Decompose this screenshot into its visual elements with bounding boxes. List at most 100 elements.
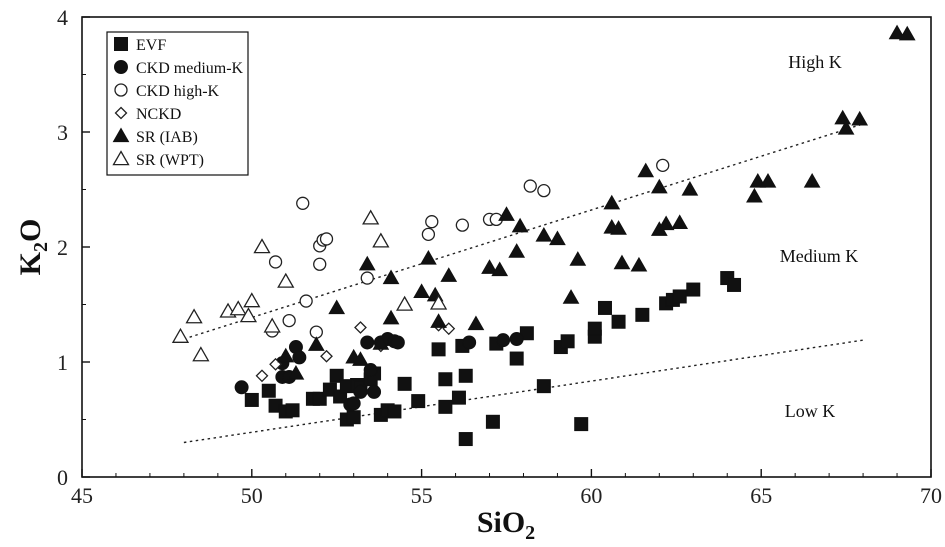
point-ckd-medium-k: [462, 335, 477, 350]
point-sr-wpt: [253, 238, 271, 254]
point-sr-iab: [671, 214, 689, 229]
point-evf: [611, 314, 626, 329]
point-evf: [727, 277, 742, 292]
point-ckd-medium-k: [496, 333, 511, 348]
point-sr-wpt: [243, 292, 261, 308]
point-evf: [387, 404, 402, 419]
y-axis-label: K2O: [14, 219, 52, 276]
point-evf: [560, 334, 575, 349]
legend-marker-sr-wpt: [112, 150, 130, 166]
point-evf: [485, 414, 500, 429]
point-sr-wpt: [277, 272, 295, 288]
point-ckd-high-k: [523, 179, 537, 193]
point-sr-iab: [637, 162, 655, 178]
point-sr-iab: [657, 215, 675, 231]
point-ckd-medium-k: [363, 363, 378, 378]
medium-low-boundary: [183, 339, 864, 444]
point-ckd-medium-k: [390, 335, 405, 350]
series-sr-wpt: [171, 209, 448, 362]
point-ckd-high-k: [282, 313, 296, 328]
point-ckd-medium-k: [353, 384, 368, 399]
x-tick-label: 50: [241, 483, 263, 508]
point-evf: [438, 372, 453, 387]
point-ckd-high-k: [421, 227, 436, 242]
point-ckd-high-k: [268, 255, 283, 269]
point-sr-iab: [851, 110, 869, 126]
legend-marker-evf: [114, 37, 128, 51]
point-evf: [244, 392, 259, 407]
point-sr-wpt: [239, 307, 258, 323]
x-tick-label: 65: [750, 483, 772, 508]
point-evf: [285, 403, 300, 418]
point-ckd-medium-k: [346, 396, 361, 411]
point-sr-iab: [498, 206, 515, 221]
y-tick-label: 0: [57, 465, 68, 490]
legend-marker-sr-iab: [112, 127, 130, 143]
point-sr-iab: [287, 364, 305, 380]
legend-item-nckd: NCKD: [114, 106, 181, 123]
point-evf: [438, 399, 453, 414]
point-evf: [329, 368, 344, 383]
point-ckd-high-k: [296, 196, 310, 210]
point-sr-iab: [888, 24, 906, 40]
point-ckd-medium-k: [292, 350, 307, 365]
point-sr-iab: [481, 259, 498, 274]
point-evf: [587, 321, 602, 336]
point-sr-iab: [603, 194, 621, 210]
x-axis-ticks: 45 50 55 60 65 70: [71, 469, 942, 508]
point-sr-iab: [803, 172, 821, 188]
point-ckd-high-k: [656, 158, 670, 173]
y-axis-ticks: 0 1 2 3 4: [57, 5, 90, 490]
point-ckd-medium-k: [360, 335, 375, 350]
point-sr-iab: [382, 309, 400, 325]
point-sr-iab: [898, 25, 916, 41]
point-sr-iab: [746, 187, 763, 203]
point-sr-iab: [834, 109, 852, 125]
point-sr-iab: [549, 230, 566, 246]
point-sr-iab: [759, 172, 777, 188]
legend-marker-nckd: [114, 106, 128, 120]
point-sr-iab: [569, 251, 587, 266]
point-nckd: [354, 321, 367, 334]
legend-marker-ckd-high-k: [114, 83, 128, 97]
point-evf: [397, 376, 412, 391]
point-sr-wpt: [229, 300, 247, 316]
legend-label-ckd-high-k: CKD high-K: [136, 83, 220, 100]
point-sr-iab: [837, 120, 855, 135]
legend-label-sr-iab: SR (IAB): [136, 129, 198, 146]
point-ckd-high-k: [319, 232, 334, 246]
point-sr-iab: [681, 180, 699, 196]
point-evf: [509, 351, 524, 366]
region-label-low-k: Low K: [785, 401, 836, 421]
legend-item-sr-wpt: SR (WPT): [112, 150, 204, 169]
point-sr-iab: [535, 226, 553, 242]
point-sr-wpt: [362, 209, 380, 225]
x-tick-label: 70: [920, 483, 942, 508]
point-evf: [411, 394, 426, 409]
point-ckd-high-k: [537, 183, 551, 198]
point-ckd-high-k: [455, 218, 470, 232]
point-evf: [635, 307, 650, 322]
point-ckd-medium-k: [509, 332, 524, 346]
point-sr-iab: [613, 254, 631, 270]
point-evf: [458, 368, 473, 383]
point-sr-iab: [352, 351, 369, 366]
y-tick-label: 4: [57, 5, 68, 30]
point-evf: [451, 390, 466, 405]
point-sr-wpt: [171, 327, 190, 343]
point-sr-iab: [413, 283, 430, 298]
region-label-high-k: High K: [788, 52, 842, 72]
series-evf: [244, 271, 742, 447]
point-evf: [536, 379, 551, 394]
point-nckd: [320, 349, 333, 363]
series-ckd-high-k: [265, 158, 670, 339]
point-nckd: [255, 369, 269, 383]
point-evf: [686, 282, 701, 297]
point-sr-iab: [358, 255, 376, 271]
point-sr-iab: [372, 335, 390, 350]
y-tick-label: 2: [57, 235, 68, 260]
point-ckd-high-k: [299, 294, 313, 308]
point-sr-iab: [277, 347, 295, 363]
legend-label-ckd-medium-k: CKD medium-K: [136, 60, 244, 77]
legend-label-nckd: NCKD: [136, 106, 181, 123]
